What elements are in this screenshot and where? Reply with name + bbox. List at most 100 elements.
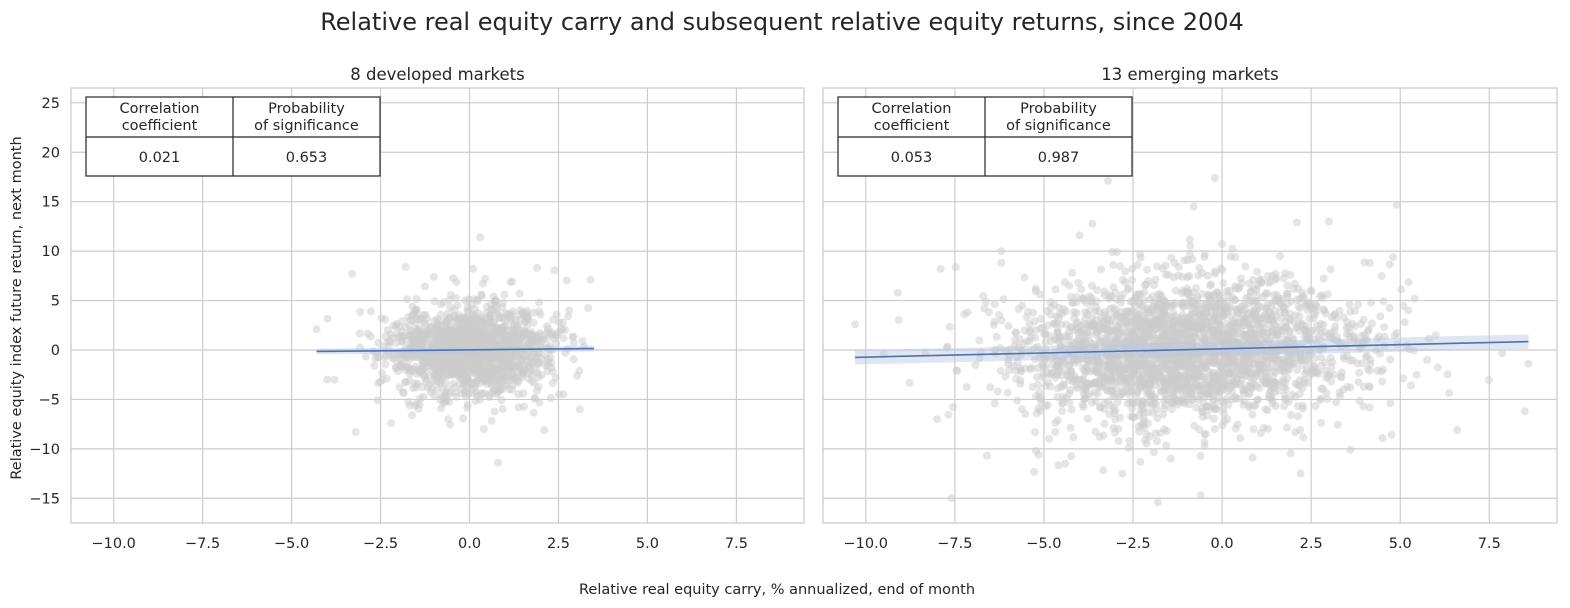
scatter-point [1214, 360, 1223, 369]
scatter-point [1034, 404, 1043, 413]
scatter-point [1139, 374, 1147, 383]
scatter-point [1252, 296, 1261, 305]
scatter-point [1271, 368, 1280, 377]
scatter-point [1148, 292, 1157, 301]
scatter-point [1133, 260, 1142, 269]
scatter-point [422, 357, 431, 366]
scatter-point [943, 343, 952, 352]
scatter-point [490, 319, 499, 328]
scatter-point [1131, 382, 1140, 390]
scatter-point [1274, 325, 1283, 334]
scatter-point [543, 361, 552, 370]
scatter-point [575, 405, 584, 414]
scatter-point [1150, 325, 1159, 334]
scatter-point [1244, 337, 1253, 346]
scatter-point [1150, 398, 1159, 407]
scatter-point [1153, 498, 1162, 507]
scatter-point [1242, 294, 1250, 302]
scatter-point [1304, 298, 1312, 307]
scatter-point [1246, 364, 1255, 373]
scatter-point [528, 377, 536, 386]
scatter-point [1025, 327, 1034, 336]
scatter-point [1003, 388, 1012, 397]
scatter-point [1131, 314, 1140, 323]
scatter-point [1022, 313, 1031, 322]
scatter-point [469, 264, 478, 273]
scatter-point [1093, 286, 1102, 295]
scatter-point [1111, 415, 1120, 424]
stats-table-value: 0.653 [286, 150, 328, 166]
scatter-point [1397, 285, 1406, 294]
scatter-point [1202, 388, 1211, 397]
scatter-point [1213, 317, 1222, 326]
stats-table-header: of significance [1006, 118, 1111, 134]
figure-title: Relative real equity carry and subsequen… [320, 8, 1244, 36]
scatter-point [1323, 395, 1332, 404]
scatter-point [1169, 353, 1178, 362]
scatter-point [1345, 300, 1354, 309]
scatter-point [1133, 363, 1141, 371]
scatter-point [519, 402, 528, 411]
scatter-point [312, 325, 321, 334]
scatter-point [431, 376, 440, 385]
scatter-point [1075, 231, 1084, 240]
scatter-point [1079, 403, 1088, 411]
scatter-point [522, 306, 531, 315]
scatter-point [1088, 281, 1096, 290]
scatter-point [1183, 381, 1192, 390]
scatter-point [548, 315, 557, 324]
scatter-point [1001, 372, 1010, 381]
scatter-point [1261, 357, 1269, 365]
scatter-point [1348, 356, 1357, 365]
scatter-point [1043, 307, 1052, 316]
scatter-points [851, 174, 1533, 507]
scatter-point [1184, 313, 1193, 322]
scatter-point [1387, 430, 1396, 439]
scatter-point [1317, 328, 1326, 337]
scatter-point [500, 290, 509, 299]
scatter-point [1080, 296, 1089, 305]
scatter-point [1331, 322, 1340, 331]
stats-table-header: Correlation [872, 101, 952, 117]
scatter-point [513, 360, 522, 369]
scatter-point [1215, 324, 1224, 333]
scatter-point [1124, 328, 1133, 337]
scatter-point [1066, 423, 1075, 432]
scatter-point [1230, 340, 1239, 349]
scatter-point [1058, 399, 1067, 408]
scatter-point [1217, 397, 1226, 406]
scatter-point [1211, 306, 1220, 315]
scatter-point [1291, 346, 1300, 355]
scatter-point [440, 392, 449, 401]
scatter-point [1280, 402, 1289, 411]
scatter-point [530, 337, 539, 345]
scatter-point [491, 352, 499, 361]
scatter-point [1150, 299, 1159, 308]
scatter-point [1258, 329, 1267, 337]
scatter-point [1154, 337, 1163, 346]
scatter-point [1241, 355, 1250, 364]
scatter-point [1317, 384, 1326, 393]
scatter-point [421, 282, 429, 291]
scatter-point [1319, 306, 1328, 315]
scatter-point [356, 343, 364, 352]
scatter-point [1319, 320, 1328, 329]
scatter-point [513, 351, 522, 360]
scatter-point [536, 310, 545, 319]
scatter-point [1210, 404, 1219, 413]
scatter-point [1337, 368, 1346, 377]
x-axis-label: Relative real equity carry, % annualized… [579, 582, 975, 598]
scatter-point [1210, 425, 1219, 434]
scatter-point [1097, 358, 1105, 367]
axes-frame [822, 87, 1558, 524]
scatter-point [1073, 383, 1082, 392]
scatter-point [1117, 390, 1126, 398]
scatter-point [1112, 311, 1121, 320]
scatter-point [489, 292, 498, 301]
scatter-point [405, 369, 414, 378]
y-tick-label: 5 [51, 294, 60, 310]
scatter-point [1325, 217, 1333, 226]
scatter-point [1445, 389, 1454, 398]
scatter-point [1319, 274, 1328, 283]
scatter-point [1346, 383, 1355, 392]
